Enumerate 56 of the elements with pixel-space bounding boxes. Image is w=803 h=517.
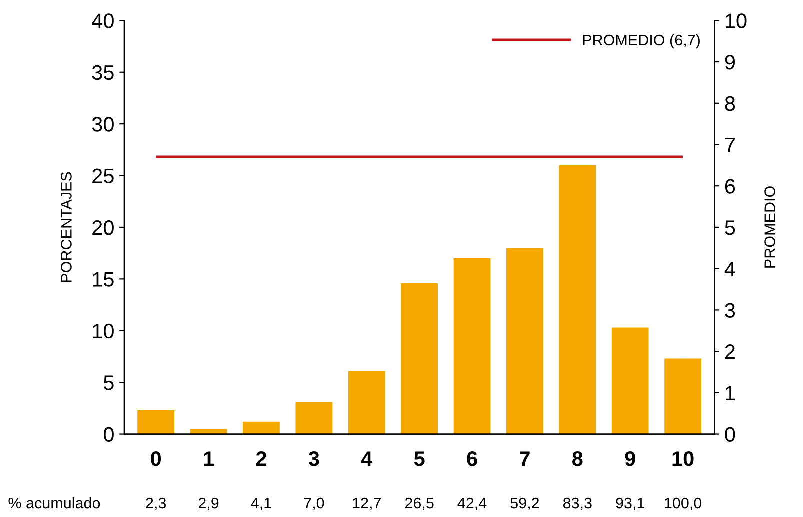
y-tick-label: 0 bbox=[104, 427, 114, 442]
x-tick-label: 0 bbox=[151, 451, 162, 466]
x-tick-label: 6 bbox=[467, 451, 478, 466]
y-axis-title: PORCENTAJES bbox=[61, 172, 72, 282]
x-tick-label: 3 bbox=[308, 451, 320, 466]
y2-tick-label: 0 bbox=[725, 427, 736, 442]
text: 42,4 bbox=[458, 498, 487, 510]
y-tick-label: 15 bbox=[93, 272, 114, 287]
y-tick-label: 10 bbox=[93, 324, 114, 339]
y-tick-label: 5 bbox=[104, 376, 114, 390]
bar bbox=[506, 248, 544, 434]
bar bbox=[243, 422, 280, 434]
y2-tick-label: 5 bbox=[725, 220, 736, 236]
y2-tick-label: 2 bbox=[725, 344, 735, 360]
bar bbox=[664, 358, 702, 434]
text: 26,5 bbox=[405, 498, 434, 510]
bar bbox=[559, 165, 596, 434]
bar bbox=[401, 283, 438, 434]
y-tick-label: 20 bbox=[92, 220, 114, 236]
y2-tick-label: 8 bbox=[725, 96, 736, 112]
bar bbox=[138, 410, 175, 434]
y-tick-label: 25 bbox=[92, 168, 114, 184]
text: 100,0 bbox=[665, 498, 702, 510]
y2-tick-label: 10 bbox=[726, 14, 747, 28]
x-tick-label: 2 bbox=[256, 451, 266, 466]
x-tick-label: 10 bbox=[672, 451, 694, 466]
y-tick-label: 35 bbox=[92, 65, 114, 80]
legend-label: PROMEDIO (6,7) bbox=[583, 34, 700, 49]
bar bbox=[612, 328, 649, 434]
text: 12,7 bbox=[353, 498, 381, 510]
x-tick-label: 8 bbox=[572, 451, 583, 466]
text: 2,9 bbox=[198, 498, 219, 510]
y2-axis-title: PROMEDIO bbox=[764, 186, 776, 268]
x-tick-label: 4 bbox=[361, 452, 373, 466]
bar bbox=[296, 402, 333, 434]
x-tick-label: 1 bbox=[204, 452, 214, 466]
y2-tick-label: 1 bbox=[726, 386, 735, 400]
y2-tick-label: 3 bbox=[725, 303, 736, 318]
text: % acumulado bbox=[8, 497, 100, 509]
x-tick-label: 5 bbox=[414, 452, 425, 466]
bar bbox=[454, 258, 491, 434]
text: 59,2 bbox=[510, 498, 540, 510]
bar bbox=[348, 371, 386, 434]
y-tick-label: 30 bbox=[92, 117, 114, 132]
text: 7,0 bbox=[304, 498, 324, 510]
text: 4,1 bbox=[251, 498, 272, 510]
y2-tick-label: 4 bbox=[724, 262, 736, 276]
x-tick-label: 9 bbox=[625, 451, 636, 466]
text: 2,3 bbox=[146, 498, 166, 510]
y2-tick-label: 7 bbox=[725, 138, 735, 152]
y-tick-label: 40 bbox=[92, 14, 114, 28]
text: 93,1 bbox=[616, 498, 644, 510]
y2-tick-label: 6 bbox=[725, 179, 736, 194]
text: 83,3 bbox=[563, 498, 592, 510]
y2-tick-label: 9 bbox=[725, 55, 735, 70]
x-tick-label: 7 bbox=[520, 452, 530, 466]
